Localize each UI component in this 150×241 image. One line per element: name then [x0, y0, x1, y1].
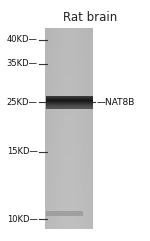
Text: 15KD—: 15KD— [7, 147, 38, 156]
Text: 25KD—: 25KD— [7, 98, 38, 107]
Text: Rat brain: Rat brain [63, 11, 117, 24]
Bar [46, 211, 82, 216]
Text: 10KD—: 10KD— [7, 215, 38, 224]
Text: 40KD—: 40KD— [7, 35, 38, 44]
Text: —NAT8B: —NAT8B [97, 98, 135, 107]
Text: 35KD—: 35KD— [6, 59, 38, 68]
